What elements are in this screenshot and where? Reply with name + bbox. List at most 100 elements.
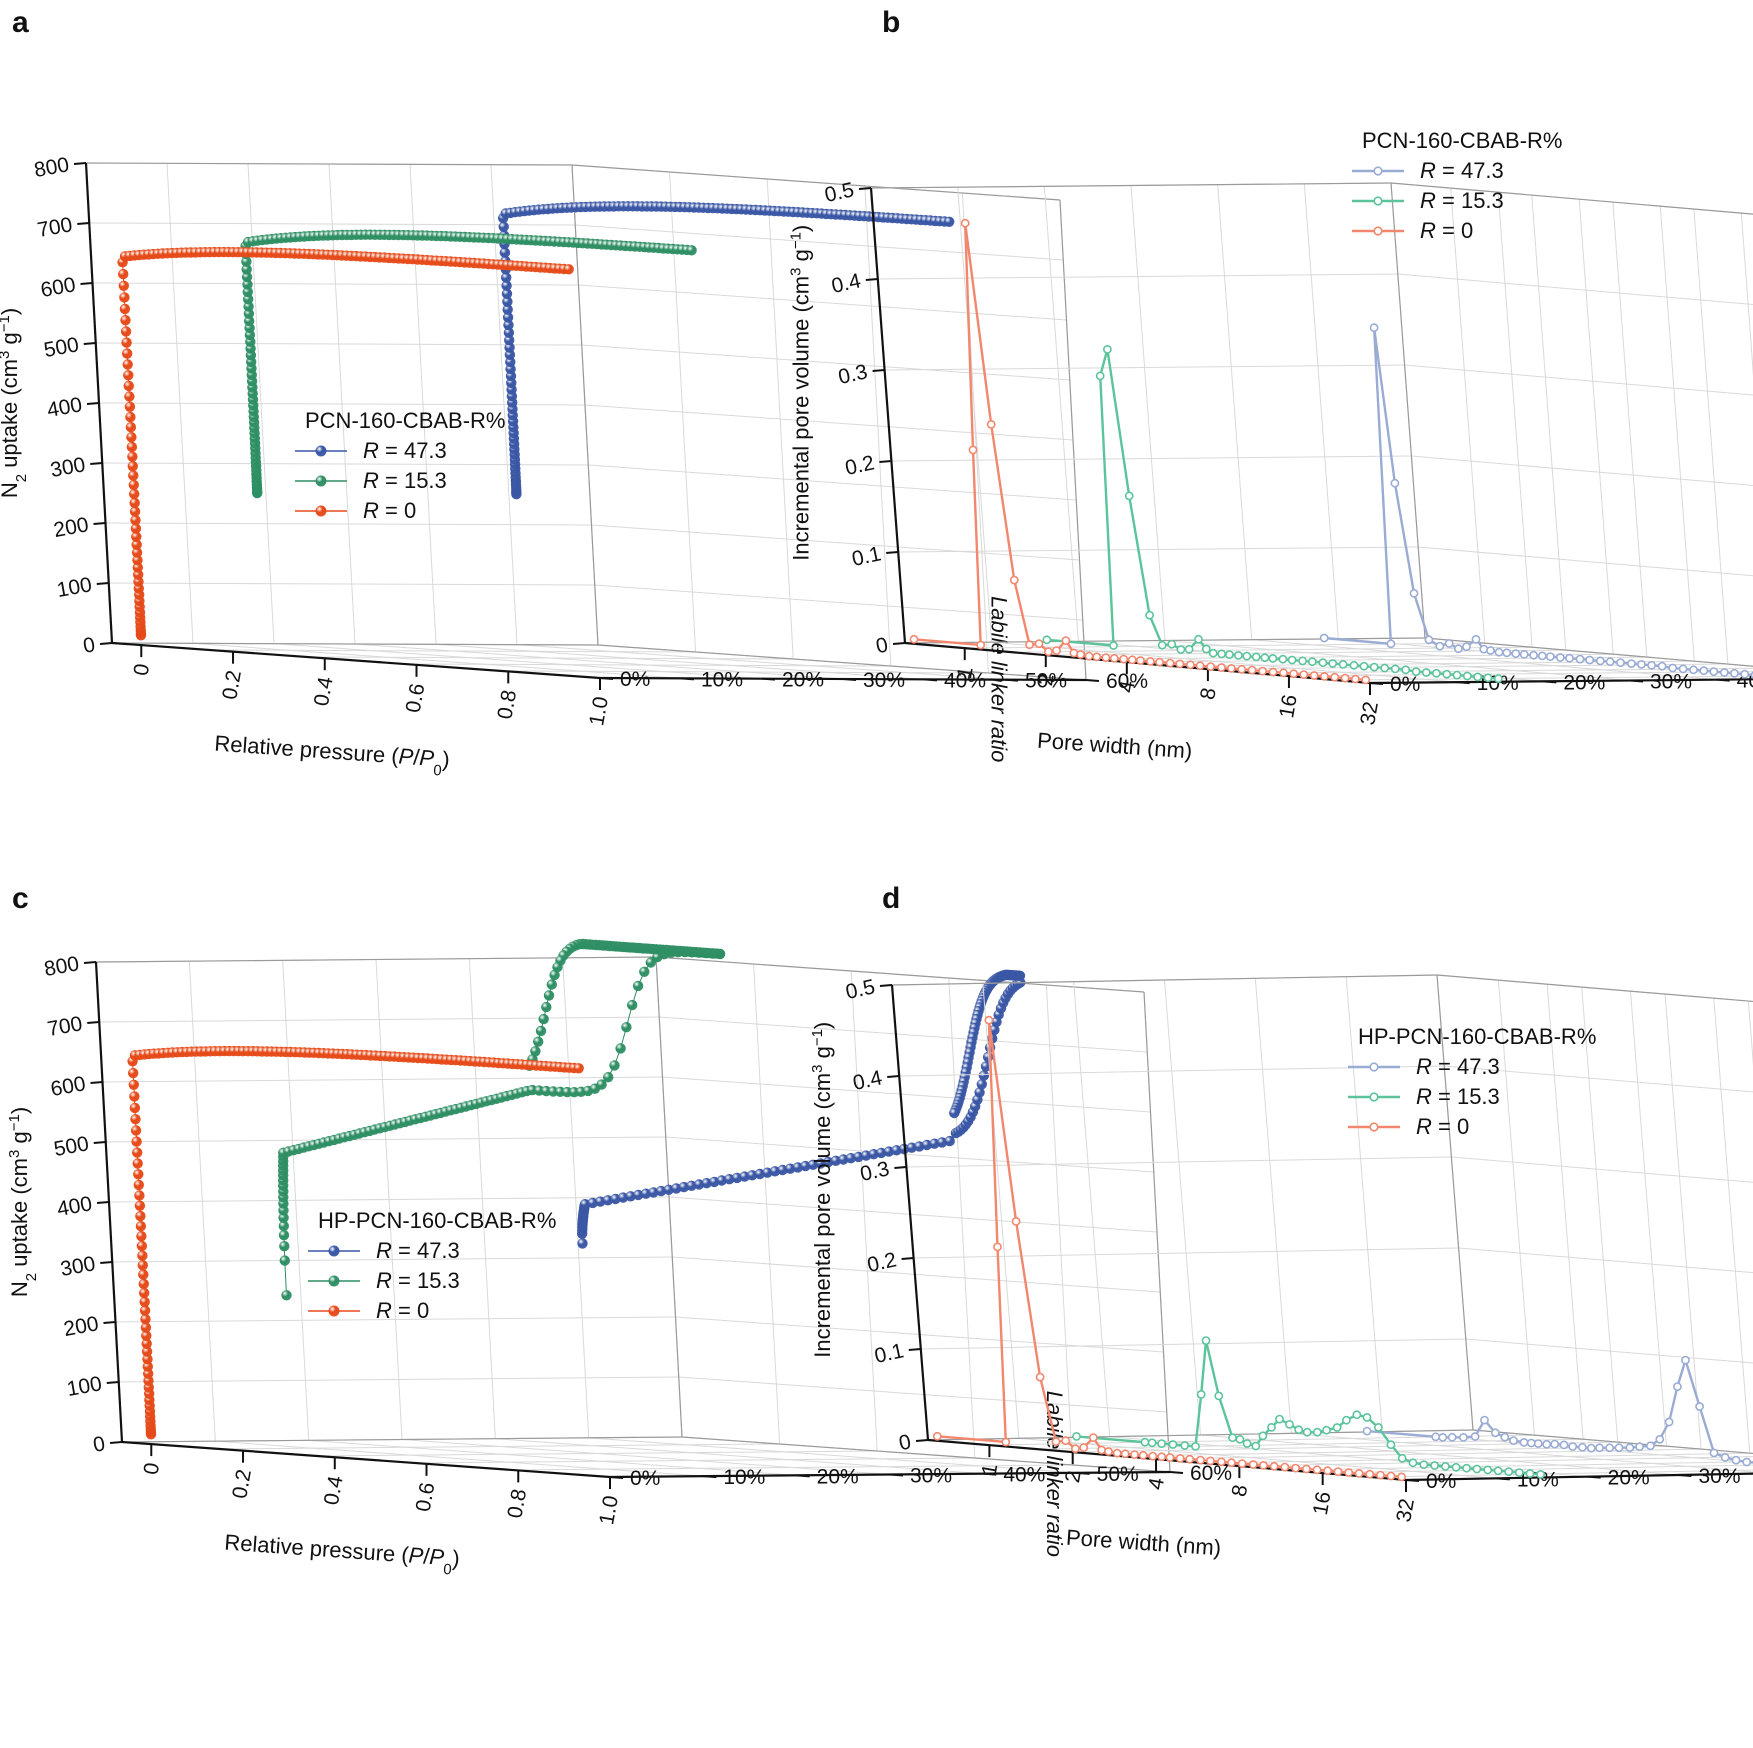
data-point [1084, 651, 1094, 661]
data-point [1616, 658, 1625, 667]
grid-line [1747, 1001, 1753, 1067]
series-line [1046, 349, 1499, 680]
data-point [135, 1221, 147, 1232]
data-point [1289, 669, 1299, 679]
legend-label: R = 47.3 [1420, 158, 1504, 183]
data-point [131, 1136, 142, 1147]
y-tick [100, 1261, 113, 1264]
box-edge [597, 644, 1087, 681]
x-axis [111, 641, 601, 680]
grid-line [1451, 1156, 1753, 1183]
grid-line [215, 1440, 704, 1477]
z-tick-label: 20% [782, 669, 824, 692]
grid-line [1418, 546, 1753, 577]
data-point [1333, 1467, 1343, 1476]
data-point [1011, 1217, 1021, 1226]
data-point [126, 432, 137, 443]
data-point [1302, 1464, 1311, 1474]
data-point [1514, 1468, 1524, 1477]
data-point [119, 292, 130, 303]
grid-line [1458, 1247, 1753, 1274]
data-point [502, 304, 513, 315]
data-point [1397, 1472, 1406, 1482]
z-tick-label: 0% [1390, 673, 1420, 696]
data-point [1390, 478, 1400, 488]
series-line [282, 943, 721, 1296]
data-point [1234, 651, 1243, 660]
data-point [1740, 669, 1750, 679]
data-point [1646, 1441, 1655, 1451]
data-point [552, 961, 563, 973]
data-point [131, 531, 142, 542]
data-point [1730, 668, 1739, 678]
grid-line [192, 642, 682, 679]
data-point [278, 1212, 289, 1224]
series-R0 [127, 1045, 584, 1440]
y-axis-title: N2 uptake (cm3 g−1) [0, 308, 30, 498]
data-point [1637, 660, 1646, 669]
data-point [128, 479, 139, 491]
series-line [245, 234, 692, 494]
y-tick-label: 700 [46, 1012, 85, 1041]
y-tick-label: 300 [59, 1252, 98, 1281]
grid-line [662, 1076, 1151, 1113]
data-point [1124, 491, 1134, 501]
data-point [1431, 1432, 1441, 1442]
data-point [129, 1102, 141, 1114]
panel-label: a [12, 6, 29, 39]
data-point [1430, 1461, 1439, 1470]
data-point [615, 1043, 626, 1054]
data-point [242, 279, 253, 290]
legend-label: R = 0 [363, 498, 416, 523]
data-point [1175, 659, 1185, 669]
data-point [135, 1210, 146, 1222]
data-point [1320, 672, 1329, 681]
y-tick-label: 0 [81, 633, 97, 658]
data-point [1119, 654, 1129, 664]
data-point [1138, 1450, 1148, 1460]
y-axis-title: Incremental pore volume (cm3 g−1) [809, 1022, 836, 1358]
data-point [1519, 1438, 1529, 1447]
data-point [130, 1125, 142, 1136]
data-point [543, 990, 555, 1001]
y-tick-label: 800 [42, 952, 81, 981]
data-point [243, 294, 254, 305]
data-point [126, 441, 138, 453]
series-R153 [240, 229, 697, 499]
box-edge [85, 162, 573, 166]
data-point [124, 391, 135, 402]
grid-line [516, 644, 1006, 681]
series-R153 [1042, 344, 1503, 683]
z-tick-label: 20% [1563, 671, 1605, 694]
grid-line [1164, 979, 1201, 1436]
data-point [1318, 658, 1328, 668]
box-edge [870, 182, 1392, 189]
grid-line [668, 1196, 1158, 1233]
y-axis-title: Incremental pore volume (cm3 g−1) [787, 225, 814, 561]
data-point [1442, 669, 1452, 679]
data-point [1247, 665, 1257, 675]
y-tick-label: 200 [52, 513, 91, 542]
data-point [128, 1067, 139, 1079]
box-edge [571, 164, 1061, 201]
z-tick [1716, 678, 1730, 682]
data-point [1462, 1463, 1471, 1473]
data-point [1419, 1460, 1429, 1469]
data-point [1401, 665, 1411, 675]
data-point [1471, 635, 1481, 644]
y-tick [886, 551, 899, 554]
grid-line [1578, 199, 1614, 655]
grid-line [273, 643, 763, 680]
y-tick-label: 0.1 [872, 1339, 905, 1368]
legend-marker [315, 445, 327, 457]
data-point [1493, 1466, 1503, 1476]
x-tick-label: 4 [1144, 1476, 1169, 1492]
data-point [131, 539, 142, 550]
grid-line [1546, 984, 1584, 1440]
data-point [1157, 1439, 1166, 1448]
grid-line [672, 1256, 1161, 1293]
data-point [1104, 1447, 1113, 1456]
legend-marker [315, 475, 327, 487]
x-tick-label: 0.2 [228, 1468, 256, 1501]
